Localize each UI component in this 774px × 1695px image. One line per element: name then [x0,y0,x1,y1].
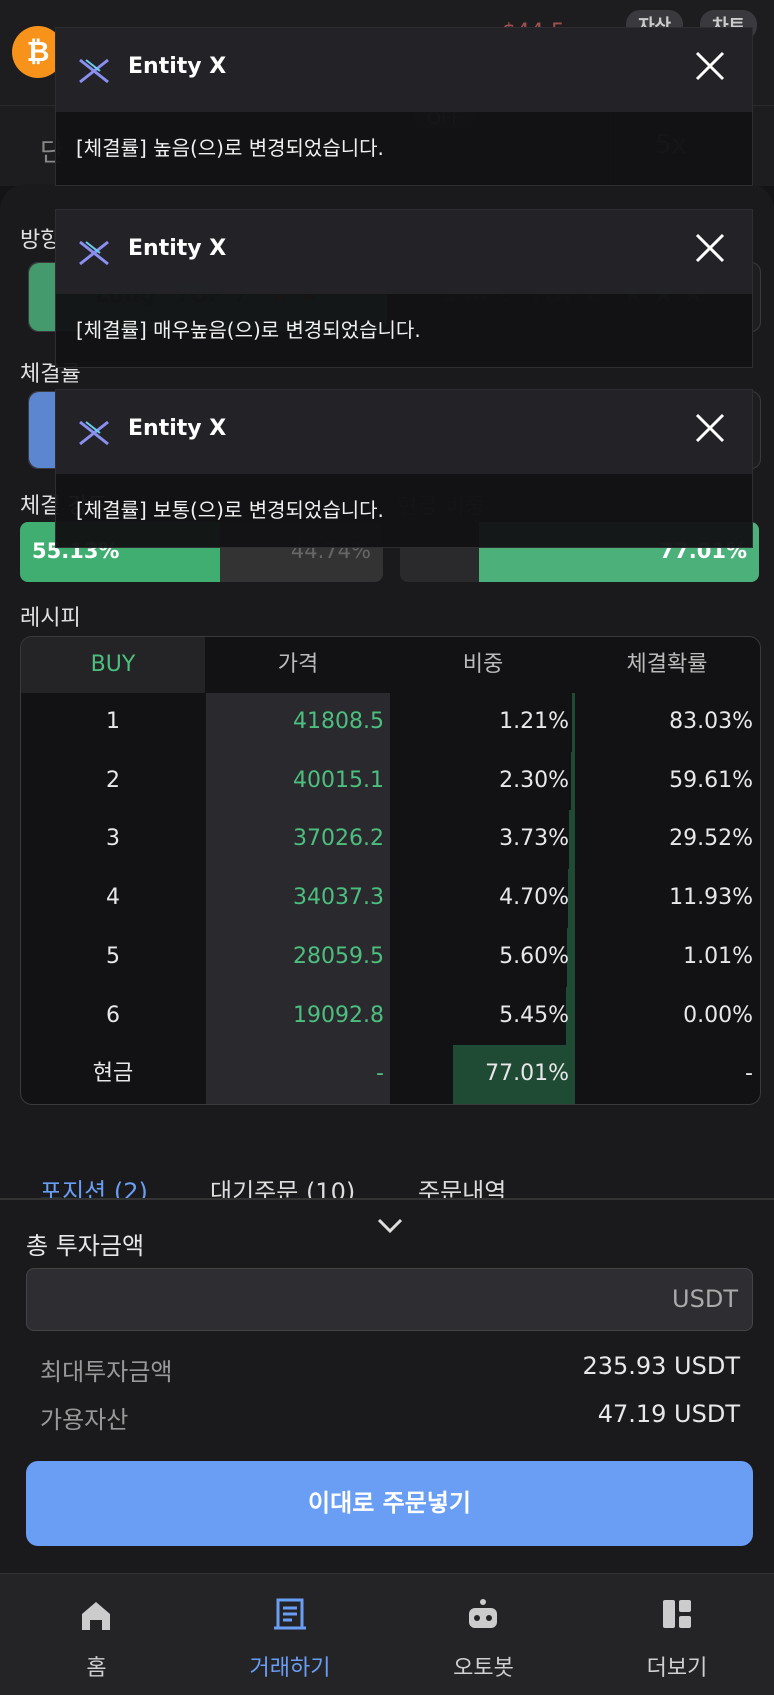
table-cell: 83.03% [669,709,753,734]
table-cell: 77.01% [485,1061,569,1087]
share-bar [567,927,575,987]
table-cell: 3.73% [499,826,569,852]
column-header: 가격 [277,652,319,677]
nav-label: 거래하기 [249,1656,331,1681]
nav-icon [273,1598,306,1630]
notification-title: Entity X [128,54,227,79]
max-value: 235.93 USDT [582,1352,740,1380]
share-bar [566,986,575,1046]
close-icon [695,51,725,81]
notification-titlebar [56,390,752,474]
share-bar [569,810,575,870]
price-column-bg [206,693,390,1104]
nav-label: 더보기 [646,1656,708,1681]
close-button[interactable] [694,232,726,268]
notification: Entity X [체결률] 매우높음(으)로 변경되었습니다. [55,209,753,368]
nav-item[interactable]: 더보기 [581,1574,774,1695]
notification-titlebar [56,210,752,294]
table-cell: 19092.8 [293,1002,384,1028]
table-cell: 6 [106,1002,120,1028]
amount-input[interactable]: USDT [26,1268,753,1331]
table-cell: 4.70% [499,885,569,911]
total-label: 총 투자금액 [26,1232,145,1260]
share-bar [568,869,575,929]
nav-item[interactable]: 거래하기 [194,1574,387,1695]
tab[interactable]: 대기주문 (10) [210,1178,356,1198]
table-cell: 2.30% [499,767,569,793]
notification-title: Entity X [128,416,227,441]
svg-text:₿: ₿ [27,35,50,68]
submit-button[interactable]: 이대로 주문넣기 [26,1461,753,1546]
notification: Entity X [체결률] 보통(으)로 변경되었습니다. [55,389,753,548]
collapse-chevron[interactable] [376,1216,404,1236]
app-logo [79,420,109,446]
app-logo [79,58,109,84]
order-sheet: 총 투자금액 USDT 최대투자금액 235.93 USDT 가용자산 47.1… [0,1198,774,1576]
app-logo [79,240,109,266]
column-header: BUY [90,652,136,677]
table-cell: 5.60% [499,943,569,969]
notification-message: [체결률] 매우높음(으)로 변경되었습니다. [76,318,421,342]
bottom-nav: 홈 거래하기 오토봇 더보기 [0,1573,774,1695]
nav-label: 홈 [86,1656,107,1681]
table-cell: 0.00% [683,1002,753,1028]
recipe-label: 레시피 [20,606,81,631]
tab[interactable]: 포지션 (2) [40,1178,148,1198]
table-cell: 2 [106,767,120,793]
table-cell: 1.01% [683,943,753,969]
table-cell: 40015.1 [293,767,384,793]
notification-titlebar [56,28,752,112]
nav-icon [662,1600,691,1628]
avail-label: 가용자산 [40,1406,129,1434]
table-cell: 4 [106,885,120,911]
max-label: 최대투자금액 [40,1358,173,1386]
direction-label: 방향 [20,228,61,253]
table-cell: 28059.5 [293,943,384,969]
close-button[interactable] [694,412,726,448]
close-icon [695,413,725,443]
avail-value: 47.19 USDT [597,1400,740,1428]
table-cell: 41808.5 [293,709,384,734]
table-cell: 현금 [92,1061,134,1087]
notification: Entity X [체결률] 높음(으)로 변경되었습니다. [55,27,753,186]
recipe-table: BUY 가격 비중 체결확률 1 41808.5 1.21% 83.03% 2 40015.1 2.… [20,636,761,1105]
table-cell: - [745,1061,753,1087]
column-header: 체결확률 [626,652,708,677]
table-cell: 29.52% [669,826,753,852]
table-cell: 37026.2 [293,826,384,852]
column-header: 비중 [462,652,504,677]
nav-icon [82,1602,110,1630]
notification-title: Entity X [128,236,227,261]
table-cell: - [376,1061,384,1087]
btc-icon: ₿ [12,26,64,78]
table-cell: 59.61% [669,767,753,793]
close-icon [695,233,725,263]
nav-item[interactable]: 오토봇 [387,1574,580,1695]
table-cell: 34037.3 [293,885,384,911]
cash-share-bar [453,1045,575,1104]
table-cell: 5 [106,943,120,969]
table-cell: 3 [106,826,120,852]
tabs: 포지션 (2) 대기주문 (10) 주문내역 [0,1172,774,1198]
close-button[interactable] [694,50,726,86]
notification-message: [체결률] 보통(으)로 변경되었습니다. [76,498,384,522]
share-bar [572,693,575,752]
nav-icon [469,1599,497,1628]
table-cell: 1.21% [499,709,569,734]
table-cell: 1 [106,709,120,734]
tab[interactable]: 주문내역 [418,1178,507,1198]
table-cell: 11.93% [669,885,753,911]
table-cell: 5.45% [499,1002,569,1028]
nav-label: 오토봇 [453,1656,514,1681]
unit: USDT [672,1285,738,1313]
share-bar [571,751,575,811]
buy-header-bg [21,637,205,693]
notification-message: [체결률] 높음(으)로 변경되었습니다. [76,136,384,160]
nav-item[interactable]: 홈 [0,1574,193,1695]
